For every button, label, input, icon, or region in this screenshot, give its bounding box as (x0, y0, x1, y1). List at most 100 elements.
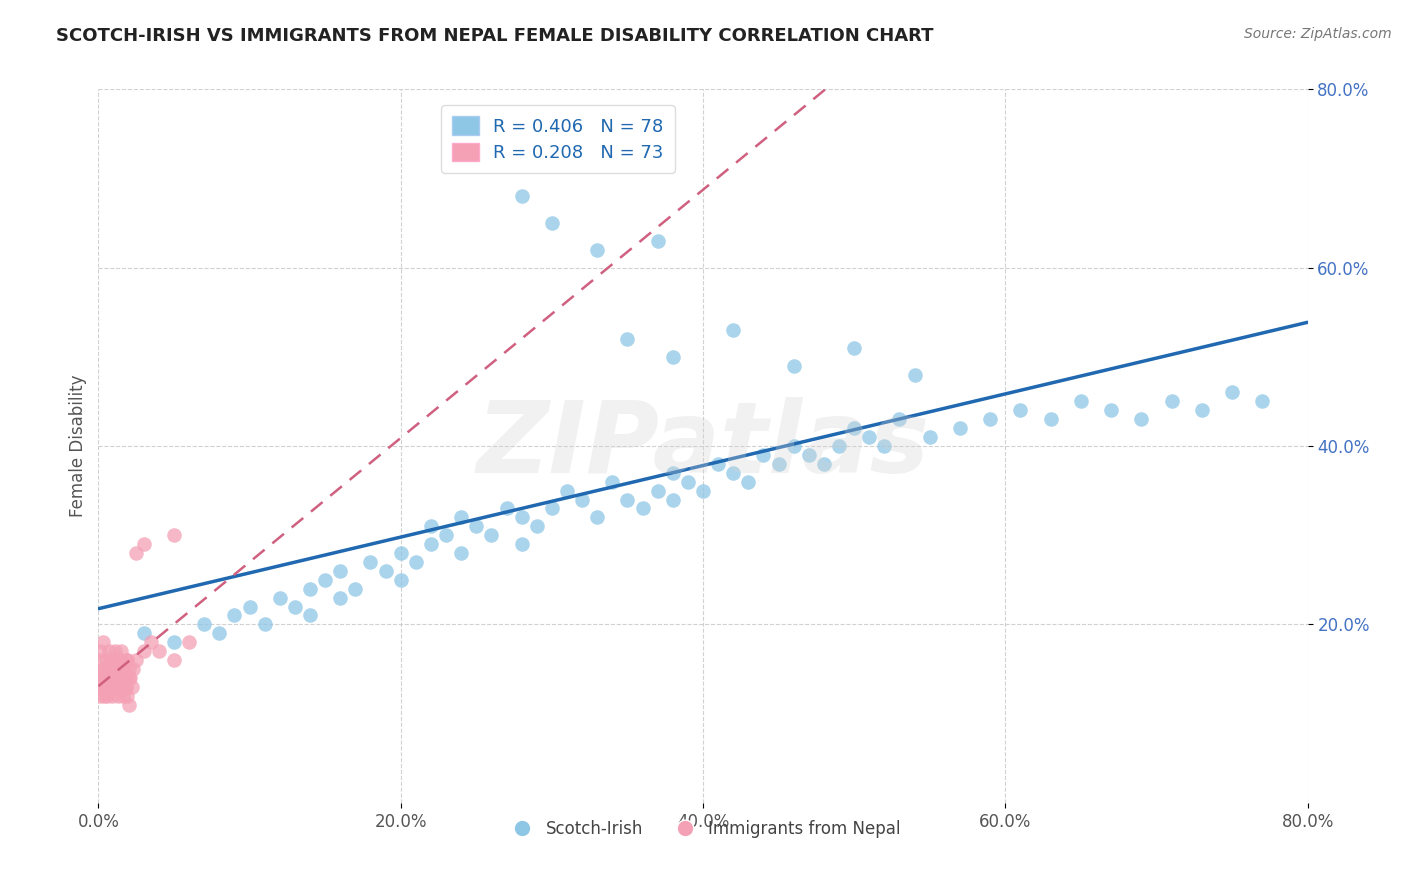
Point (420, 519, 443, 533)
Point (112, 671, 135, 685)
Point (828, 439, 851, 453)
Point (405, 555, 427, 569)
Point (723, 466, 745, 480)
Point (450, 510, 472, 524)
Point (450, 546, 472, 560)
Point (108, 653, 131, 667)
Point (101, 671, 124, 685)
Point (979, 412, 1001, 426)
Point (132, 537, 155, 551)
Point (163, 528, 186, 542)
Point (707, 457, 730, 471)
Point (179, 635, 201, 649)
Point (132, 626, 155, 640)
Point (813, 457, 835, 471)
Point (783, 439, 806, 453)
Point (94, 653, 117, 667)
Text: ZIPatlas: ZIPatlas (477, 398, 929, 494)
Point (98, 671, 121, 685)
Point (844, 421, 866, 435)
Point (90, 680, 112, 694)
Point (110, 680, 132, 694)
Point (434, 528, 457, 542)
Point (105, 680, 128, 694)
Point (108, 671, 131, 685)
Point (132, 644, 155, 658)
Point (752, 448, 775, 462)
Point (1220, 385, 1243, 400)
Point (949, 421, 972, 435)
Point (94, 680, 117, 694)
Point (889, 412, 911, 426)
Point (616, 492, 638, 507)
Point (540, 216, 562, 230)
Point (125, 653, 148, 667)
Point (555, 483, 578, 498)
Point (105, 680, 128, 694)
Point (112, 671, 135, 685)
Point (89, 689, 111, 703)
Point (344, 582, 367, 596)
Point (163, 635, 186, 649)
Point (101, 689, 124, 703)
Point (374, 564, 396, 578)
Point (1010, 403, 1032, 417)
Point (91, 671, 114, 685)
Point (284, 599, 307, 614)
Point (93, 689, 115, 703)
Point (661, 350, 683, 364)
Point (647, 483, 669, 498)
Point (121, 680, 143, 694)
Point (148, 644, 170, 658)
Point (586, 243, 609, 257)
Point (844, 341, 866, 355)
Point (93, 671, 115, 685)
Point (100, 653, 122, 667)
Point (329, 591, 352, 605)
Point (510, 537, 533, 551)
Point (107, 689, 129, 703)
Point (723, 323, 745, 337)
Point (108, 671, 131, 685)
Point (631, 501, 654, 516)
Point (768, 457, 790, 471)
Point (125, 546, 148, 560)
Point (120, 671, 142, 685)
Point (100, 680, 122, 694)
Point (111, 689, 134, 703)
Point (918, 430, 941, 444)
Point (465, 519, 488, 533)
Legend: Scotch-Irish, Immigrants from Nepal: Scotch-Irish, Immigrants from Nepal (499, 814, 907, 845)
Point (1039, 412, 1062, 426)
Point (239, 599, 262, 614)
Point (299, 608, 322, 623)
Point (783, 359, 806, 373)
Point (94, 680, 117, 694)
Point (389, 546, 412, 560)
Point (269, 591, 291, 605)
Point (96, 662, 118, 676)
Point (96, 671, 118, 685)
Text: Source: ZipAtlas.com: Source: ZipAtlas.com (1244, 27, 1392, 41)
Point (1070, 394, 1092, 409)
Point (118, 662, 141, 676)
Point (110, 644, 132, 658)
Point (103, 653, 125, 667)
Point (314, 573, 336, 587)
Point (89, 644, 111, 658)
Point (208, 626, 231, 640)
Point (510, 510, 533, 524)
Point (111, 680, 134, 694)
Point (481, 528, 503, 542)
Point (540, 501, 562, 516)
Point (692, 483, 714, 498)
Point (114, 680, 136, 694)
Point (101, 680, 124, 694)
Point (737, 475, 759, 489)
Point (104, 644, 127, 658)
Point (89, 671, 111, 685)
Point (299, 582, 322, 596)
Point (91, 635, 114, 649)
Point (1130, 412, 1153, 426)
Point (105, 662, 128, 676)
